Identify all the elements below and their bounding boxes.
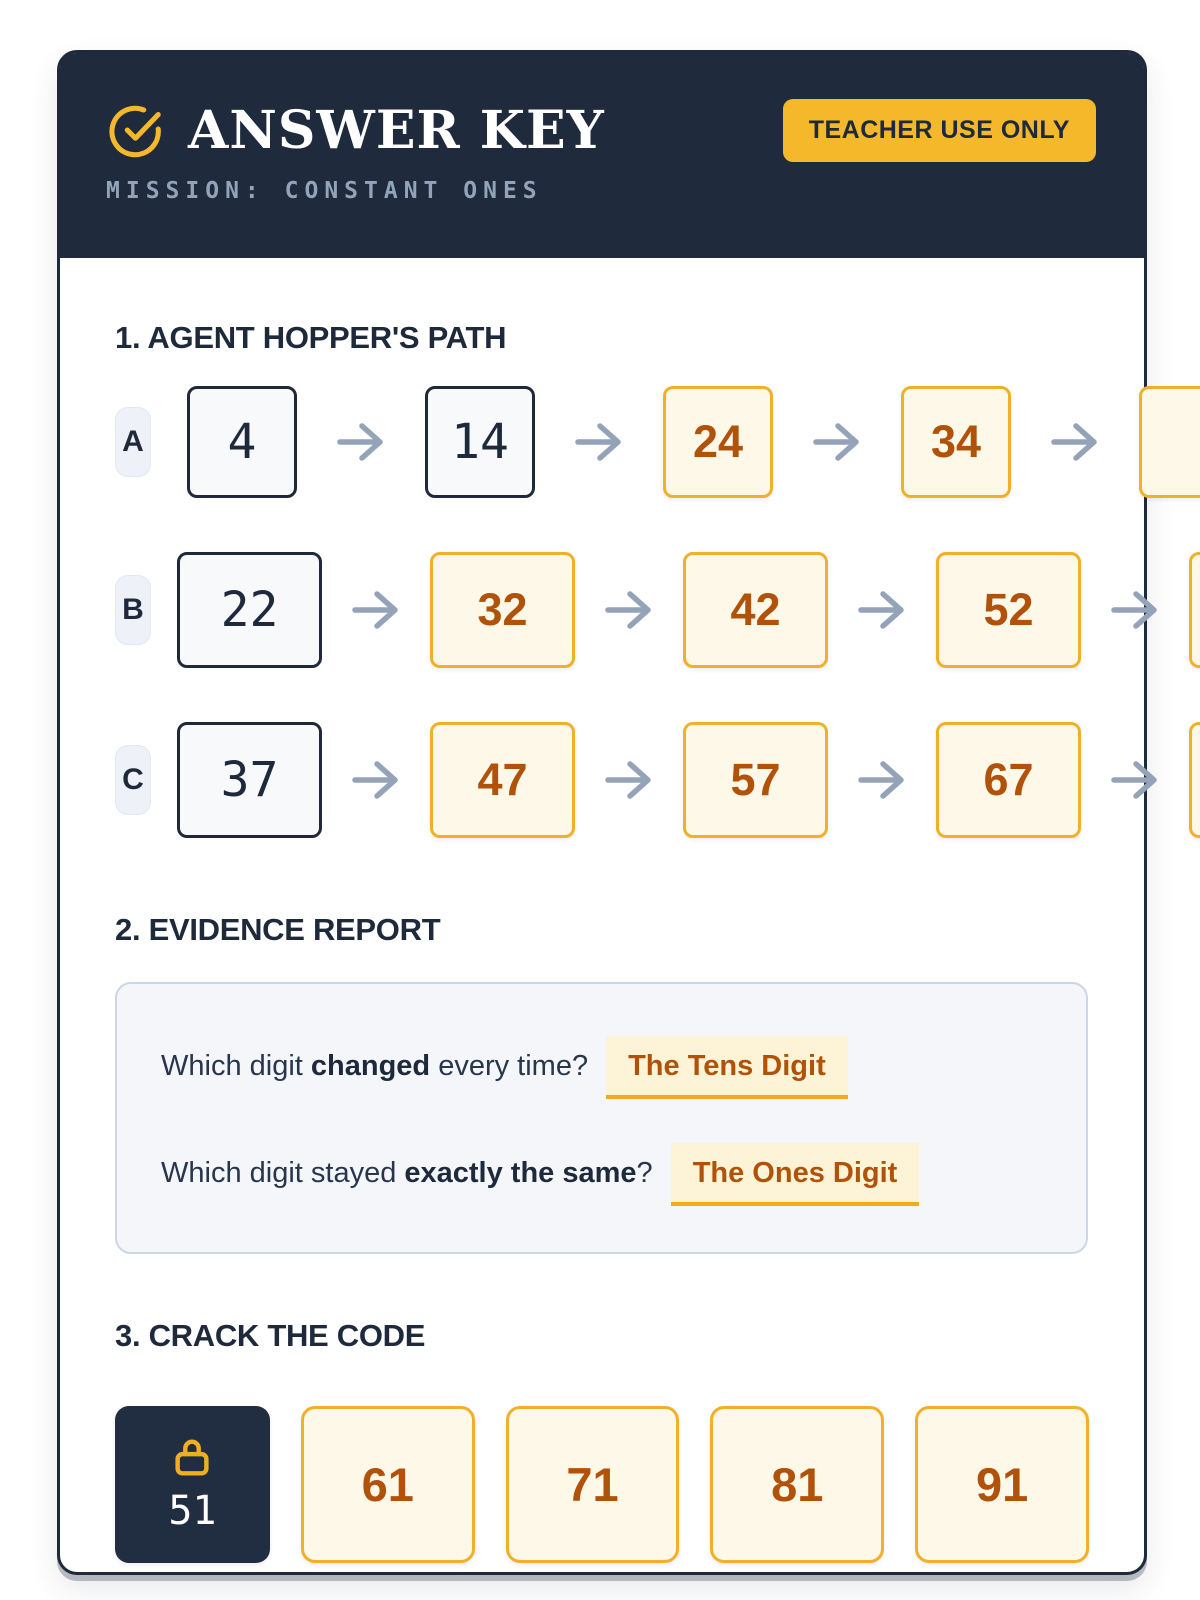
teacher-use-only-badge: TEACHER USE ONLY — [782, 99, 1096, 162]
sequence-row-a: A 4 14 24 34 — [115, 386, 1200, 498]
sequence-cell: 47 — [430, 722, 575, 838]
question-text: Which digit — [161, 1050, 311, 1082]
question-emphasis: changed — [310, 1050, 431, 1082]
sequence-cell: 67 — [936, 722, 1081, 838]
question-emphasis: exactly the same — [404, 1156, 637, 1189]
question-text: every time? — [430, 1050, 589, 1082]
arrow-right-icon — [333, 420, 389, 464]
arrow-right-icon — [1107, 588, 1163, 632]
sequence-cell-clipped — [1189, 552, 1200, 668]
sequence-cell-clipped — [1139, 386, 1200, 498]
answer-highlight: The Ones Digit — [670, 1142, 920, 1206]
section-3-heading: 3. CRACK THE CODE — [115, 1317, 426, 1353]
page-title: ANSWER KEY — [188, 100, 605, 161]
evidence-question-2: Which digit stayed exactly the same? The … — [161, 1142, 1042, 1206]
mission-subtitle: MISSION: CONSTANT ONES — [106, 178, 543, 204]
sequence-cell: 14 — [425, 386, 535, 498]
sequence-cell: 42 — [683, 552, 828, 668]
code-cell: 71 — [505, 1405, 680, 1563]
sequence-cell: 52 — [936, 552, 1081, 668]
sequence-row-b: B 22 32 42 52 — [115, 552, 1200, 668]
code-cell: 61 — [300, 1405, 475, 1563]
code-row: 51 61 71 81 91 — [115, 1405, 1089, 1563]
sequence-cell: 22 — [177, 552, 322, 668]
question-text: ? — [636, 1156, 653, 1189]
sequence-cell: 24 — [663, 386, 773, 498]
lock-icon — [169, 1434, 215, 1480]
arrow-right-icon — [348, 588, 404, 632]
evidence-question-1: Which digit changed every time? The Tens … — [161, 1036, 1042, 1099]
arrow-right-icon — [809, 420, 865, 464]
sequence-cell: 32 — [430, 552, 575, 668]
code-value: 51 — [168, 1488, 217, 1535]
title-row: ANSWER KEY TEACHER USE ONLY — [106, 99, 1096, 162]
code-cell: 91 — [915, 1405, 1089, 1563]
section-2-heading: 2. EVIDENCE REPORT — [115, 912, 441, 947]
code-cell: 81 — [710, 1405, 885, 1563]
row-label-b: B — [115, 575, 151, 645]
code-cell-locked: 51 — [115, 1405, 270, 1563]
arrow-right-icon — [571, 420, 627, 464]
sequence-cell: 37 — [177, 722, 322, 838]
answer-highlight: The Tens Digit — [606, 1036, 848, 1099]
sequence-cell: 34 — [901, 386, 1011, 498]
arrow-right-icon — [601, 588, 657, 632]
arrow-right-icon — [1107, 758, 1163, 802]
card-header: ANSWER KEY TEACHER USE ONLY MISSION: CON… — [60, 53, 1144, 258]
sequence-cell: 57 — [683, 722, 828, 838]
arrow-right-icon — [1047, 420, 1103, 464]
arrow-right-icon — [601, 758, 657, 802]
arrow-right-icon — [854, 758, 910, 802]
answer-key-card: ANSWER KEY TEACHER USE ONLY MISSION: CON… — [57, 50, 1200, 1575]
arrow-right-icon — [348, 758, 404, 802]
row-label-c: C — [115, 745, 151, 815]
section-1-heading: 1. AGENT HOPPER'S PATH — [115, 320, 507, 355]
row-label-a: A — [115, 407, 151, 477]
sequence-cell: 4 — [187, 386, 297, 498]
evidence-panel: Which digit changed every time? The Tens … — [115, 982, 1088, 1254]
arrow-right-icon — [854, 588, 910, 632]
card-body: 1. AGENT HOPPER'S PATH A 4 14 24 34 B 22… — [60, 258, 1200, 1563]
check-circle-icon — [106, 102, 164, 160]
sequence-cell-clipped — [1189, 722, 1200, 838]
question-text: Which digit stayed — [161, 1156, 405, 1189]
sequence-row-c: C 37 47 57 67 — [115, 722, 1200, 838]
